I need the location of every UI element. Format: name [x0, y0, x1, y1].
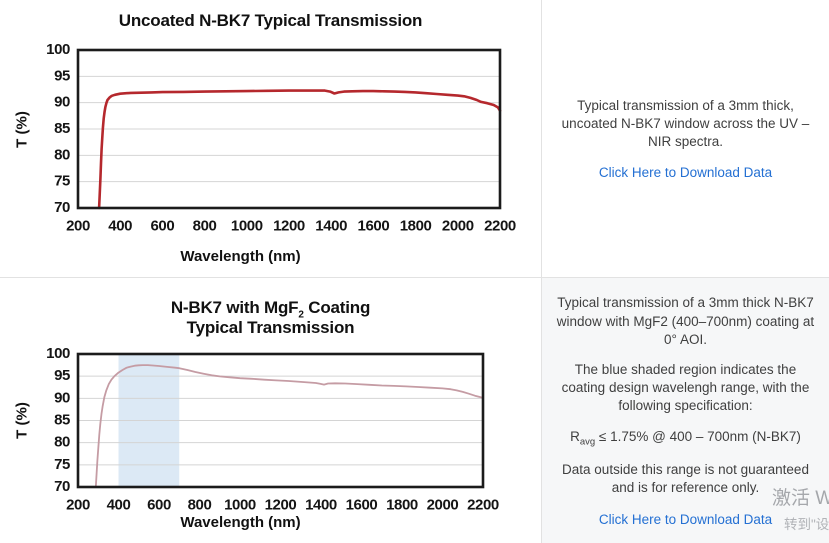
spec-r: R: [570, 428, 580, 444]
spec-avg-subscript: avg: [579, 436, 596, 448]
x-tick-label: 400: [107, 496, 131, 513]
x-tick-label: 800: [188, 496, 212, 513]
x-tick-label: 2200: [484, 217, 516, 234]
uncoated-transmission-chart: 70 75 80 85 90 95 100 200 400 600 800 1000 1200 1400 1…: [46, 41, 516, 234]
chart2-title-line2: Typical Transmission: [186, 318, 355, 337]
y-tick-label: 90: [54, 94, 70, 111]
horizontal-divider: [0, 277, 829, 278]
y-tick-label: 85: [54, 411, 70, 428]
x-tick-label: 1200: [265, 496, 297, 513]
y-tick-label: 70: [54, 478, 70, 495]
y-tick-label: 100: [46, 41, 70, 58]
x-tick-label: 600: [150, 217, 174, 234]
y-tick-label: 80: [54, 434, 70, 451]
x-tick-label: 1600: [358, 217, 390, 234]
y-tick-label: 95: [54, 67, 70, 84]
coated-paragraph-2: The blue shaded region indicates the coa…: [561, 362, 810, 414]
y-tick-label: 75: [54, 173, 70, 190]
chart2-title-subscript: 2: [298, 309, 304, 321]
chart2-x-axis-label: Wavelength (nm): [180, 514, 301, 531]
chart2-title-line1: N-BK7 with MgF2 Coating: [0, 298, 541, 320]
chart1-title: Uncoated N-BK7 Typical Transmission: [118, 11, 423, 30]
x-tick-label: 1000: [224, 496, 256, 513]
chart2-title-base: N-BK7 with MgF: [170, 298, 299, 317]
coated-transmission-chart: 70 75 80 85 90 95 100 200 400 600 800 1000 1200 1400 1…: [46, 345, 499, 513]
x-tick-label: 2200: [467, 496, 499, 513]
mgf2-coated-nbk7-transmission: [94, 364, 484, 488]
x-tick-label: 1000: [231, 217, 263, 234]
coated-spec-line: Ravg ≤ 1.75% @ 400 – 700nm (N-BK7): [552, 428, 819, 450]
download-data-link-uncoated[interactable]: Click Here to Download Data: [598, 165, 773, 181]
chart1-x-axis-label: Wavelength (nm): [180, 248, 301, 265]
coated-description: Typical transmission of a 3mm thick N-BK…: [552, 294, 819, 497]
vertical-divider: [541, 0, 542, 543]
download-data-link-coated[interactable]: Click Here to Download Data: [598, 511, 773, 527]
y-tick-label: 80: [54, 146, 70, 163]
x-tick-label: 1600: [346, 496, 378, 513]
coated-paragraph-1: Typical transmission of a 3mm thick N-BK…: [556, 295, 815, 347]
spec-value: ≤ 1.75% @ 400 – 700nm (N-BK7): [595, 428, 801, 444]
uncoated-nbk7-transmission: [97, 89, 502, 210]
y-tick-label: 90: [54, 389, 70, 406]
x-tick-label: 1400: [305, 496, 337, 513]
y-tick-label: 75: [54, 456, 70, 473]
uncoated-description-panel: Typical transmission of a 3mm thick, unc…: [542, 0, 829, 277]
uncoated-description: Typical transmission of a 3mm thick, unc…: [561, 97, 810, 150]
y-tick-label: 100: [46, 345, 70, 362]
y-tick-label: 95: [54, 367, 70, 384]
x-tick-label: 1400: [315, 217, 347, 234]
x-tick-label: 200: [66, 496, 90, 513]
x-tick-label: 600: [147, 496, 171, 513]
x-tick-label: 1200: [273, 217, 305, 234]
x-tick-label: 2000: [427, 496, 459, 513]
plot-border: [76, 48, 502, 210]
coated-paragraph-4: Data outside this range is not guarantee…: [562, 462, 809, 496]
plot-border: [76, 352, 485, 489]
x-tick-label: 200: [66, 217, 90, 234]
x-tick-label: 2000: [442, 217, 474, 234]
x-tick-label: 800: [193, 217, 217, 234]
y-tick-label: 70: [54, 199, 70, 216]
x-tick-label: 400: [108, 217, 132, 234]
y-tick-label: 85: [54, 120, 70, 137]
coated-chart-panel: N-BK7 with MgF2 Coating Typical Transmis…: [0, 278, 541, 543]
uncoated-chart-panel: Uncoated N-BK7 Typical Transmission T (%…: [0, 0, 541, 277]
x-tick-label: 1800: [400, 217, 432, 234]
x-tick-label: 1800: [386, 496, 418, 513]
coated-description-panel: Typical transmission of a 3mm thick N-BK…: [542, 278, 829, 543]
chart2-title-rest: Coating: [303, 298, 371, 317]
